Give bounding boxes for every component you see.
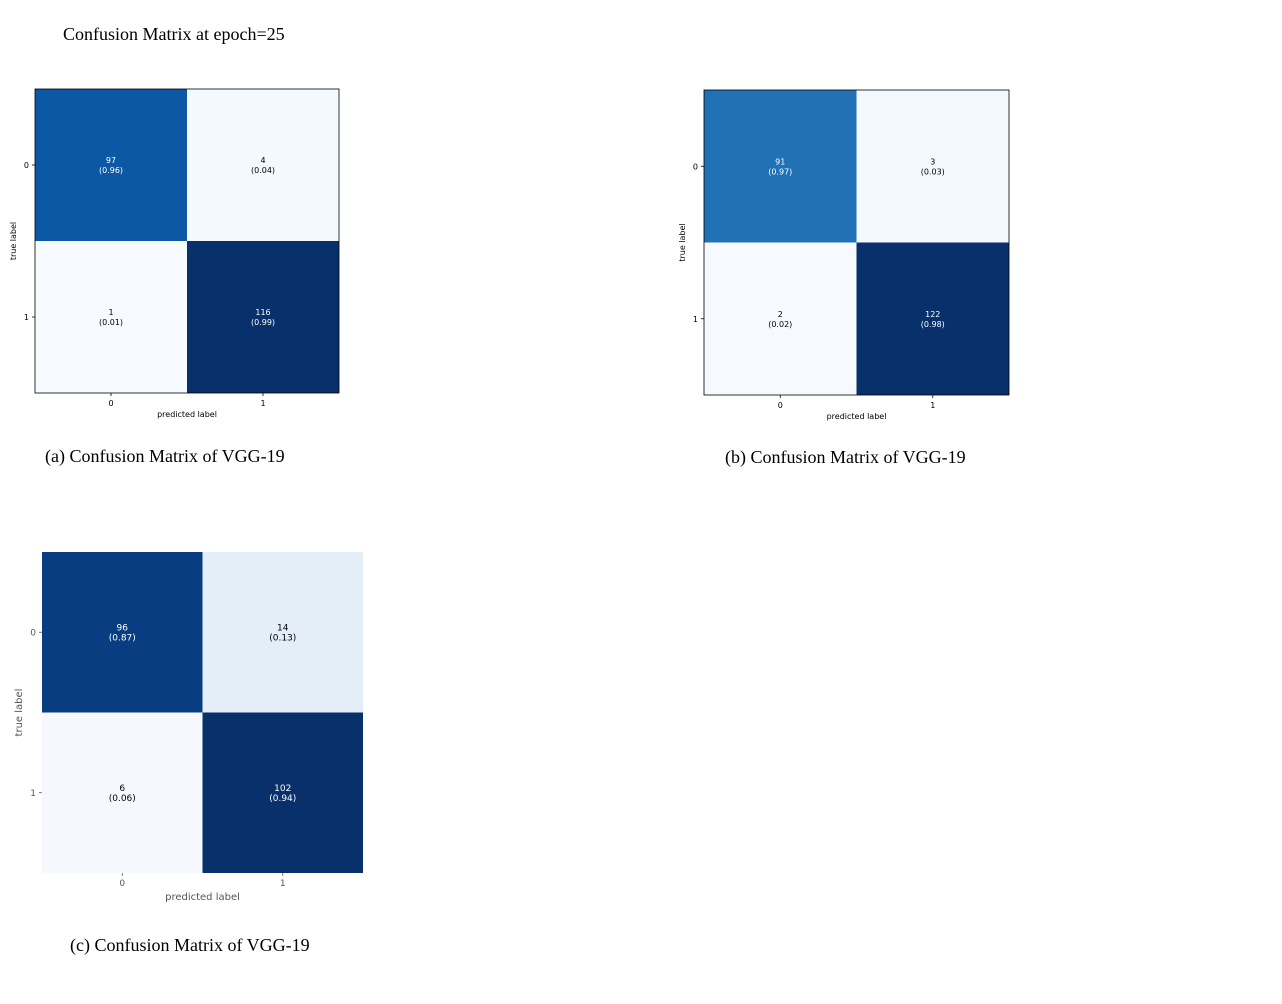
- cell-fraction: (0.03): [921, 167, 945, 176]
- confusion-matrix-b: 91(0.97) 3(0.03) 2(0.02) 122(0.98) 0 1 0 1 predi…: [678, 89, 1010, 421]
- cell-fraction: (0.04): [251, 166, 275, 175]
- y-axis-label: true label: [14, 689, 25, 737]
- matrix-border: [703, 89, 1010, 396]
- cell-fraction: (0.96): [99, 166, 123, 175]
- matrix-cell: [704, 242, 857, 395]
- cell-count: 3: [930, 157, 935, 166]
- matrix-cell: [42, 712, 203, 873]
- caption-a: (a) Confusion Matrix of VGG-19: [45, 446, 285, 466]
- confusion-matrix-a: 97(0.96)4(0.04)1(0.01)116(0.99)0 101predi…: [9, 88, 340, 419]
- cell-count: 116: [255, 308, 270, 317]
- caption-b: (b) Confusion Matrix of VGG-19: [725, 447, 966, 467]
- cell-count: 122: [925, 310, 940, 319]
- matrix-border: [34, 88, 340, 394]
- y-tick-label: 0: [693, 162, 698, 171]
- cell-fraction: (0.02): [768, 320, 792, 329]
- cell-count: 14: [277, 623, 289, 633]
- y-tick-label: 0: [24, 161, 29, 170]
- x-axis-label: predicted label: [827, 412, 887, 421]
- x-tick-label: 1: [930, 401, 935, 410]
- x-tick-label: 0: [108, 399, 113, 408]
- cell-count: 96: [117, 623, 129, 633]
- cell-count: 97: [106, 156, 116, 165]
- x-tick-label: 0: [778, 401, 783, 410]
- cell-count: 102: [274, 784, 291, 794]
- cell-fraction: (0.06): [109, 794, 136, 804]
- x-tick-label: 1: [280, 879, 286, 889]
- y-axis-label: true label: [9, 222, 18, 260]
- cell-count: 91: [775, 157, 785, 166]
- matrix-cell: [187, 89, 339, 241]
- cell-count: 2: [778, 310, 783, 319]
- y-axis-label: true label: [678, 223, 687, 261]
- y-tick-label: 1: [30, 789, 36, 799]
- cell-fraction: (0.13): [269, 633, 296, 643]
- cell-fraction: (0.94): [269, 794, 296, 804]
- matrix-cell: [35, 89, 187, 241]
- x-tick-label: 1: [260, 399, 265, 408]
- matrix-cell: [704, 90, 857, 243]
- cell-fraction: (0.99): [251, 318, 275, 327]
- y-tick-label: 1: [693, 315, 698, 324]
- cell-count: 4: [260, 156, 265, 165]
- cell-count: 6: [119, 784, 125, 794]
- matrix-cell: [856, 242, 1009, 395]
- x-tick-label: 0: [119, 879, 125, 889]
- matrix-cell: [42, 552, 203, 713]
- caption-c: (c) Confusion Matrix of VGG-19: [70, 935, 310, 955]
- cell-fraction: (0.87): [109, 633, 136, 643]
- matrix-cell: [856, 90, 1009, 243]
- cell-fraction: (0.01): [99, 318, 123, 327]
- y-tick-label: 0: [30, 628, 36, 638]
- figure-heading: Confusion Matrix at epoch=25: [63, 24, 285, 44]
- cell-fraction: (0.98): [921, 320, 945, 329]
- y-tick-label: 1: [24, 313, 29, 322]
- matrix-cell: [202, 712, 363, 873]
- confusion-matrix-c: 96(0.87) 14(0.13) 6(0.06) 102(0.94) 0 1 0 1 pred…: [14, 552, 363, 903]
- cell-count: 1: [108, 308, 113, 317]
- matrix-cell: [202, 552, 363, 713]
- x-axis-label: predicted label: [165, 892, 240, 903]
- cell-fraction: (0.97): [768, 167, 792, 176]
- matrix-cell: [35, 241, 187, 393]
- x-axis-label: predicted label: [157, 410, 217, 419]
- matrix-cell: [187, 241, 339, 393]
